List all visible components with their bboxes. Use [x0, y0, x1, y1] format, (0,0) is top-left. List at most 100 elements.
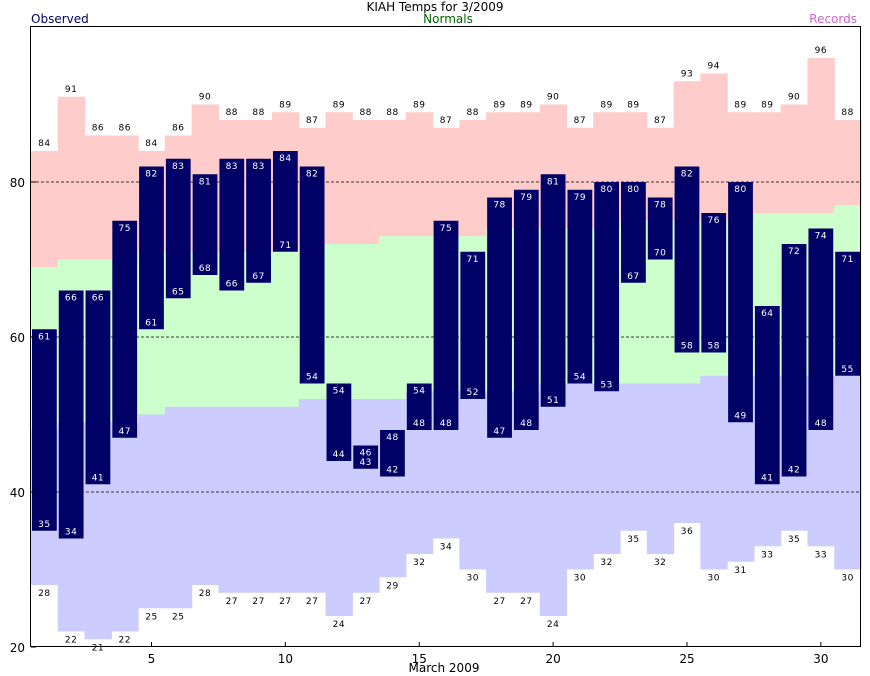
record-low-band: [700, 375, 728, 570]
record-low-band: [352, 399, 380, 593]
record-high-label: 88: [359, 108, 371, 118]
observed-bar: [85, 290, 111, 485]
observed-bar: [272, 151, 298, 252]
observed-low-label: 54: [574, 373, 586, 383]
record-low-label: 22: [65, 636, 77, 646]
normals-band: [379, 236, 407, 399]
observed-low-label: 35: [38, 520, 50, 530]
record-low-label: 36: [681, 527, 693, 537]
record-low-label: 24: [547, 620, 559, 630]
x-tick-label: 15: [412, 652, 427, 666]
observed-bar: [674, 166, 700, 353]
record-low-label: 27: [226, 597, 238, 607]
normals-band: [191, 251, 220, 407]
record-low-label: 22: [118, 636, 130, 646]
observed-low-label: 53: [600, 380, 612, 390]
record-low-label: 32: [413, 558, 425, 568]
record-high-label: 86: [92, 124, 104, 134]
observed-high-label: 78: [654, 201, 666, 211]
observed-bar: [594, 182, 620, 392]
observed-bar: [808, 228, 834, 430]
record-low-label: 35: [788, 535, 800, 545]
record-low-label: 33: [761, 550, 773, 560]
observed-bar: [219, 158, 245, 291]
observed-low-label: 51: [547, 396, 559, 406]
record-high-label: 86: [172, 124, 184, 134]
record-high-label: 89: [333, 100, 345, 110]
observed-high-label: 79: [520, 193, 532, 203]
record-high-band: [700, 73, 728, 221]
record-low-label: 34: [440, 543, 452, 553]
record-low-band: [218, 406, 246, 593]
record-high-band: [780, 104, 809, 213]
observed-low-label: 58: [681, 342, 693, 352]
observed-bar: [781, 244, 807, 477]
observed-low-label: 52: [467, 388, 479, 398]
observed-bar: [326, 383, 352, 461]
observed-bar: [139, 166, 164, 330]
observed-high-label: 66: [92, 294, 104, 304]
record-low-label: 30: [574, 574, 586, 584]
record-low-band: [245, 406, 273, 593]
record-high-label: 89: [600, 100, 612, 110]
record-low-band: [566, 383, 594, 570]
record-high-label: 96: [815, 46, 827, 56]
observed-bar: [165, 158, 191, 299]
observed-high-label: 83: [252, 162, 264, 172]
record-low-band: [673, 383, 701, 523]
record-high-label: 88: [467, 108, 479, 118]
record-low-label: 28: [38, 589, 50, 599]
x-tick-label: 30: [813, 652, 828, 666]
y-tick-label: 60: [10, 331, 25, 345]
observed-high-label: 82: [145, 170, 157, 180]
observed-low-label: 44: [333, 450, 345, 460]
record-high-label: 86: [118, 124, 130, 134]
record-high-label: 89: [493, 100, 505, 110]
observed-low-label: 48: [413, 419, 425, 429]
observed-high-label: 64: [761, 309, 773, 319]
record-high-label: 90: [547, 93, 559, 103]
observed-high-label: 46: [359, 449, 371, 459]
x-tick-label: 20: [545, 652, 560, 666]
observed-bar: [487, 197, 512, 438]
record-high-band: [31, 151, 59, 268]
record-high-label: 94: [708, 62, 720, 72]
observed-bar: [835, 251, 860, 376]
observed-bar: [246, 158, 271, 283]
record-low-label: 32: [600, 558, 612, 568]
observed-high-label: 80: [627, 185, 639, 195]
x-tick-label: 5: [148, 652, 156, 666]
record-low-band: [164, 406, 193, 609]
observed-high-label: 48: [386, 433, 398, 443]
axis-ticks: 20 40 60 80 5 10 15 20 25 30: [10, 176, 829, 666]
record-low-label: 24: [333, 620, 345, 630]
observed-high-label: 81: [199, 177, 211, 187]
observed-bar: [58, 290, 84, 539]
observed-low-label: 41: [761, 473, 773, 483]
record-low-band: [379, 399, 407, 578]
record-low-label: 25: [145, 612, 157, 622]
observed-high-label: 80: [734, 185, 746, 195]
record-high-label: 87: [306, 116, 318, 126]
observed-high-label: 66: [65, 294, 77, 304]
observed-high-label: 54: [333, 387, 345, 397]
record-low-label: 30: [708, 574, 720, 584]
observed-bar: [647, 197, 673, 260]
record-low-label: 27: [359, 597, 371, 607]
record-high-label: 90: [788, 93, 800, 103]
observed-bar: [353, 445, 379, 469]
data-labels: 84 28 61 35 91 22 66 34 86 21 66 41 86 22 75 47 84 25 82 61…: [38, 46, 853, 653]
observed-bar: [567, 189, 593, 384]
record-low-label: 30: [467, 574, 479, 584]
observed-high-label: 79: [574, 193, 586, 203]
record-low-label: 33: [815, 550, 827, 560]
record-high-label: 87: [654, 116, 666, 126]
record-low-band: [111, 422, 139, 632]
record-low-label: 27: [252, 597, 264, 607]
observed-high-label: 72: [788, 247, 800, 257]
observed-low-label: 47: [493, 427, 505, 437]
record-low-band: [834, 375, 862, 570]
plot-frame: [30, 26, 861, 647]
record-low-label: 27: [520, 597, 532, 607]
record-high-label: 91: [65, 85, 77, 95]
